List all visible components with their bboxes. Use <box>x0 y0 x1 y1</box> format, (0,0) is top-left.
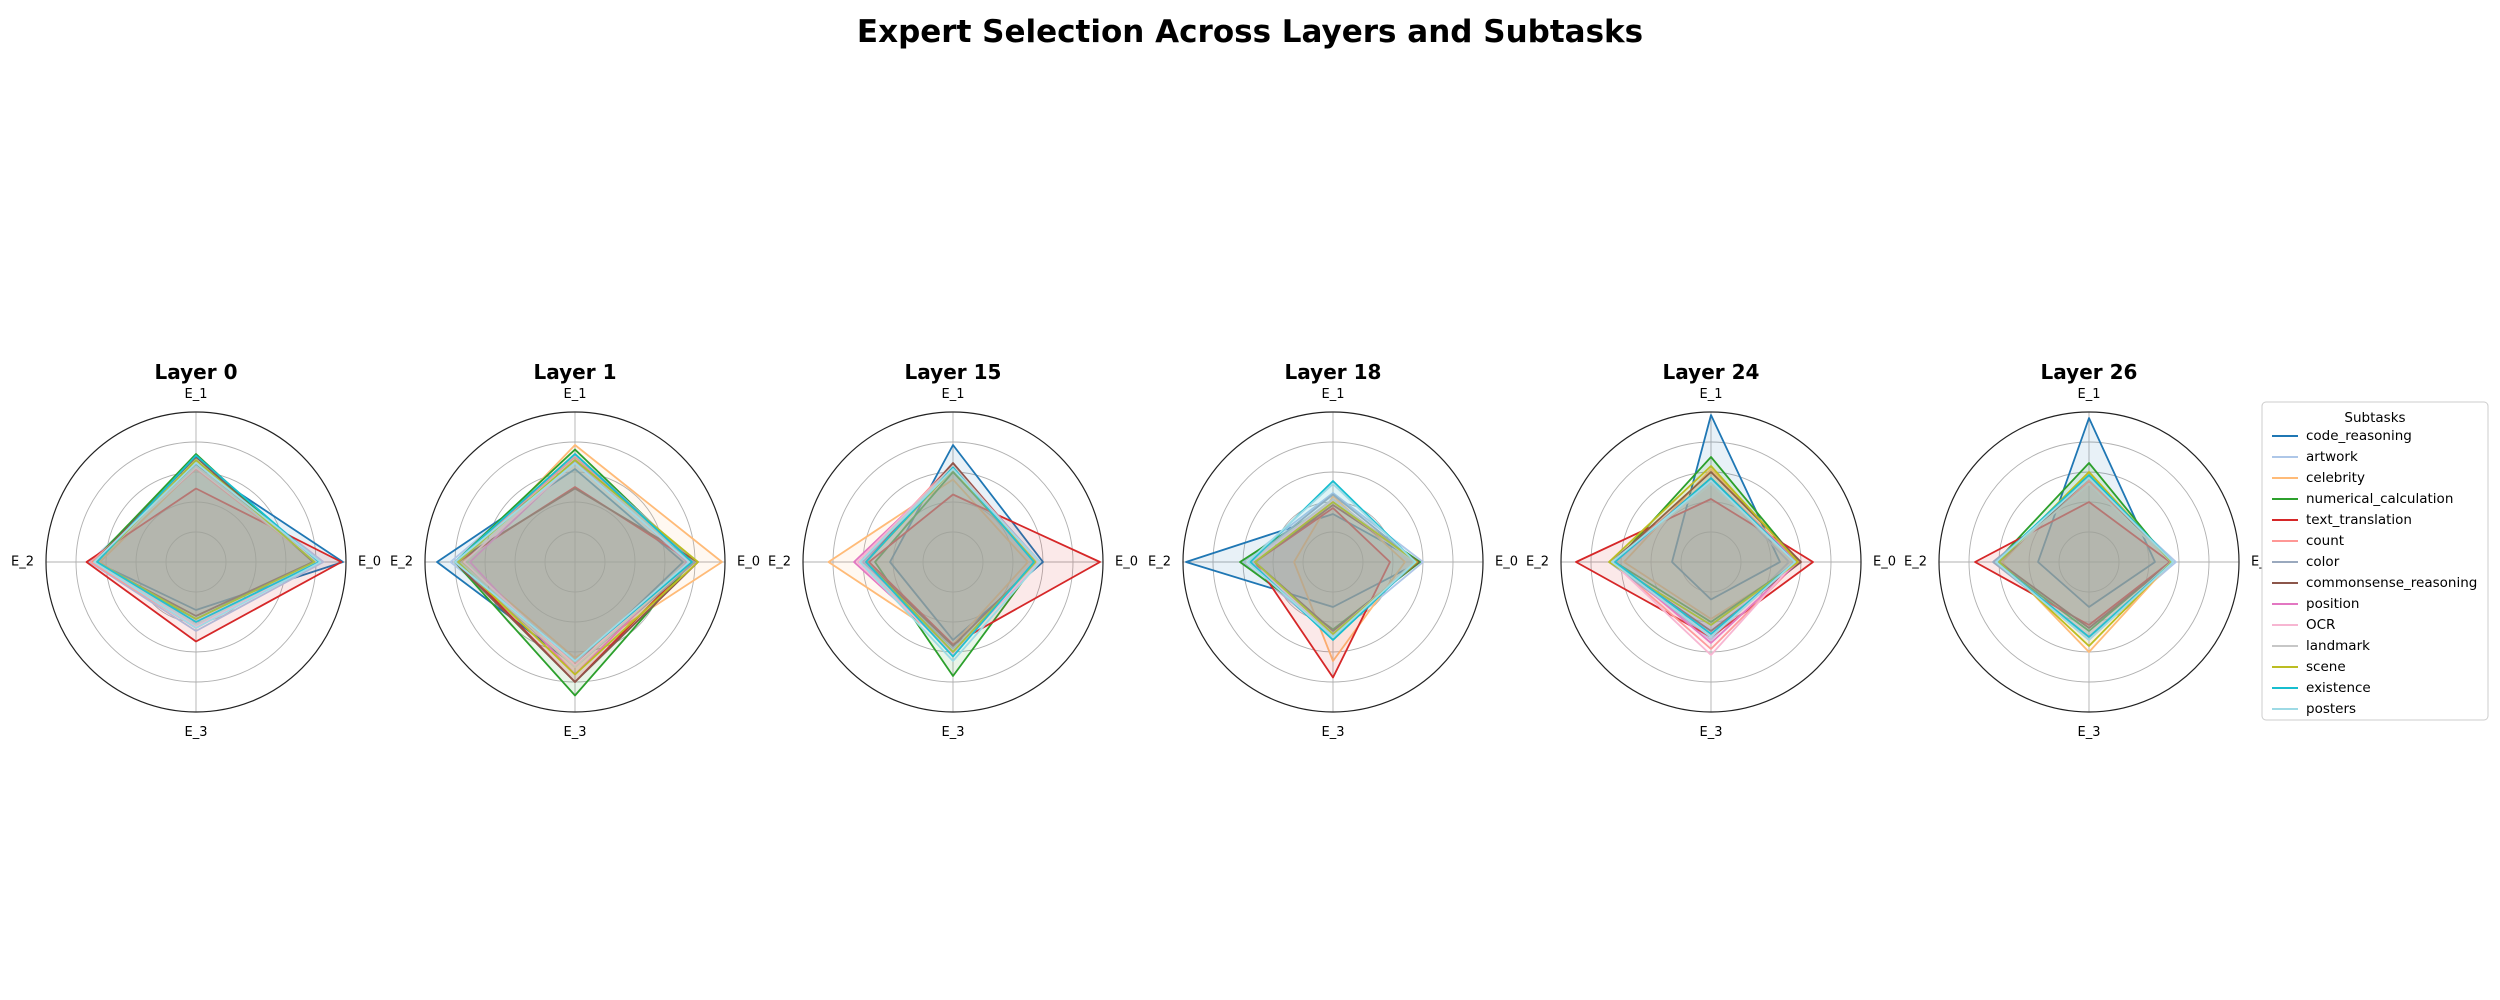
series-polygon-posters <box>1611 480 1796 638</box>
series-polygon-scene <box>1608 465 1799 626</box>
series-polygon-celebrity <box>827 478 1029 646</box>
legend-label: text_translation <box>2306 512 2412 528</box>
axis-label: E_3 <box>185 725 208 740</box>
legend-label: artwork <box>2306 449 2358 465</box>
axis-label: E_3 <box>1700 725 1723 740</box>
axis-label: E_1 <box>1700 387 1723 402</box>
axis-label: E_2 <box>390 555 413 570</box>
axis-label: E_3 <box>564 725 587 740</box>
axis-label: E_1 <box>942 387 965 402</box>
legend-label: code_reasoning <box>2306 428 2412 444</box>
series-polygon-existence <box>1614 477 1796 635</box>
legend-label: scene <box>2306 659 2346 675</box>
series-polygon-scene <box>457 459 699 676</box>
axis-label: E_3 <box>942 725 965 740</box>
series-polygon-code-reasoning <box>1185 513 1421 608</box>
legend-title: Subtasks <box>2344 410 2405 426</box>
panel-title: Layer 1 <box>534 360 617 384</box>
radar-panel: Layer 26E_0E_1E_2E_3 <box>1904 360 2274 740</box>
axis-label: E_2 <box>11 555 34 570</box>
outer-ring <box>45 411 347 713</box>
series-polygon-posters <box>454 462 690 662</box>
legend-label: numerical_calculation <box>2306 491 2453 507</box>
outer-ring <box>1182 411 1484 713</box>
outer-ring <box>802 411 1104 713</box>
series-polygon-text-translation <box>868 493 1101 646</box>
axis-label: E_1 <box>564 387 587 402</box>
panel-title: Layer 0 <box>155 360 238 384</box>
panel-title: Layer 18 <box>1285 360 1382 384</box>
figure-title: Expert Selection Across Layers and Subta… <box>857 14 1643 50</box>
axis-label: E_2 <box>1526 555 1549 570</box>
series-polygon-posters <box>1246 483 1417 638</box>
axis-label: E_0 <box>1115 555 1138 570</box>
axis-label: E_2 <box>1148 555 1171 570</box>
series-polygon-numerical-calculation <box>874 471 1038 677</box>
axis-label: E_0 <box>1873 555 1896 570</box>
legend-label: landmark <box>2306 638 2370 654</box>
series-polygon-existence <box>96 454 320 623</box>
series-polygon-scene <box>1254 501 1418 635</box>
legend-label: commonsense_reasoning <box>2306 575 2477 591</box>
axis-label: E_1 <box>185 387 208 402</box>
series-polygon-text-translation <box>1974 501 2171 626</box>
outer-ring <box>424 411 726 713</box>
series-polygon-posters <box>1995 477 2174 641</box>
axis-label: E_1 <box>2078 387 2101 402</box>
axis-label: E_0 <box>358 555 381 570</box>
series-polygon-posters <box>859 468 1041 662</box>
radar-panel: Layer 0 E_0 E_1 E_2 E_3 <box>11 360 381 740</box>
legend-label: celebrity <box>2306 470 2365 486</box>
radar-panel: Layer 1 E_0 E_1 E_2 E_3 <box>390 360 760 740</box>
legend-label: existence <box>2306 680 2371 696</box>
axis-label: E_3 <box>1322 725 1345 740</box>
outer-ring <box>1560 411 1862 713</box>
axis-label: E_1 <box>1322 387 1345 402</box>
axis-label: E_0 <box>737 555 760 570</box>
axis-label: E_2 <box>768 555 791 570</box>
axis-label: E_2 <box>1904 555 1927 570</box>
axis-label: E_0 <box>1495 555 1518 570</box>
legend-label: position <box>2306 596 2359 612</box>
panel-title: Layer 15 <box>905 360 1002 384</box>
radar-panel: Layer 24 E_0 E_1 E_2 E_3 <box>1526 360 1896 740</box>
outer-ring <box>1938 411 2240 713</box>
legend-label: posters <box>2306 701 2356 717</box>
series-polygon-text-translation <box>85 487 343 643</box>
legend-label: color <box>2306 554 2340 570</box>
radar-panel: Layer 15 E_0 E_1 E_2 E_3 <box>768 360 1138 740</box>
series-polygon-posters <box>93 462 322 629</box>
legend-frame <box>2261 401 2489 721</box>
series-polygon-code-reasoning <box>2037 417 2156 608</box>
axis-label: E_3 <box>2078 725 2101 740</box>
legend-label: count <box>2306 533 2344 549</box>
panel-title: Layer 26 <box>2041 360 2138 384</box>
panel-title: Layer 24 <box>1663 360 1760 384</box>
radar-panel: Layer 18 E_0 E_1 E_2 E_3 <box>1148 360 1518 740</box>
legend-label: OCR <box>2306 617 2335 633</box>
